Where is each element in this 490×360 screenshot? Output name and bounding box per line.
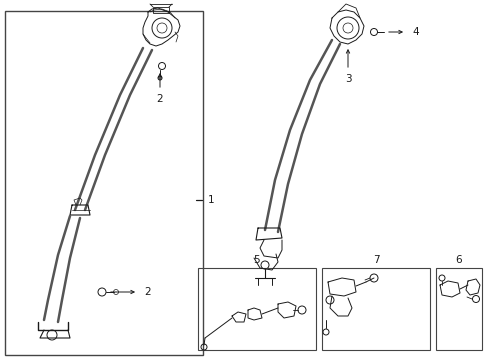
Bar [436,268,482,350]
Text: 1: 1 [208,195,215,205]
Text: 2: 2 [145,287,151,297]
Bar [198,268,316,350]
Bar [153,7,169,13]
Text: 5: 5 [254,255,260,265]
Text: 6: 6 [456,255,462,265]
Circle shape [158,76,162,80]
Text: 2: 2 [157,94,163,104]
Text: 3: 3 [344,74,351,84]
Text: 4: 4 [413,27,419,37]
Bar [322,268,430,350]
Text: 7: 7 [373,255,379,265]
Bar [5,11,203,355]
